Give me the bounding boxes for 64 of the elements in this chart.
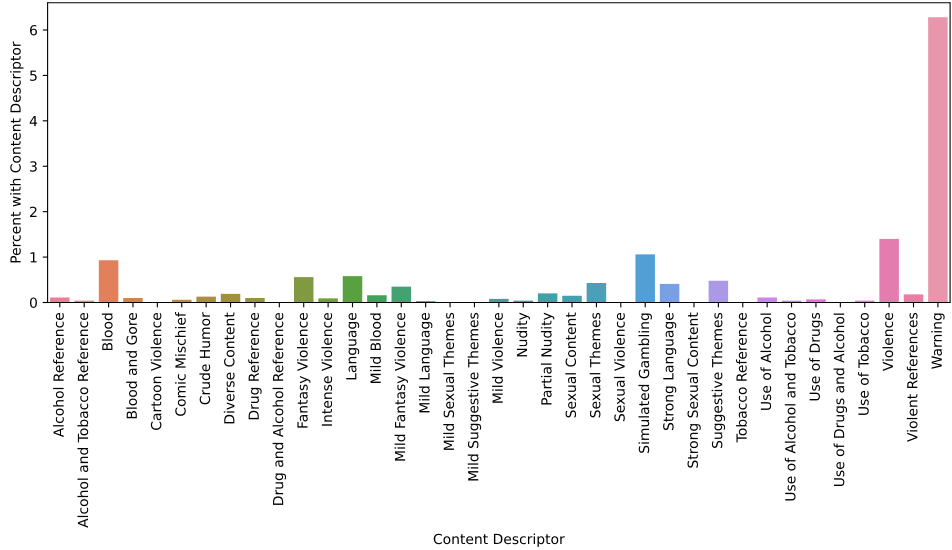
bar	[562, 296, 582, 302]
x-tick-label: Use of Drugs	[809, 312, 823, 400]
y-tick-label: 5	[30, 70, 37, 81]
x-tick-label: Mild Fantasy Violence	[394, 312, 408, 461]
x-tick-label: Sexual Content	[565, 312, 576, 418]
x-tick-label: Mild Language	[418, 312, 432, 412]
bar	[586, 282, 606, 302]
x-tick-label: Intense Violence	[321, 312, 332, 426]
bar	[220, 294, 240, 302]
x-tick-label: Use of Tobacco	[858, 312, 869, 415]
x-tick-label: Mild Violence	[492, 312, 503, 403]
x-tick-label: Crude Humor	[199, 312, 210, 404]
x-tick-label: Sexual Themes	[590, 312, 600, 418]
x-tick-label: Diverse Content	[224, 312, 235, 424]
bar	[635, 254, 655, 302]
x-tick-label: Alcohol Reference	[53, 312, 64, 438]
x-tick-label: Mild Sexual Themes	[443, 312, 454, 450]
y-tick-label: 1	[30, 252, 37, 262]
x-tick-label: Use of Alcohol and Tobacco	[784, 312, 796, 501]
bar	[342, 276, 362, 302]
x-tick-label: Use of Drugs and Alcohol	[834, 314, 848, 486]
x-tick-label: Drug Reference	[248, 312, 262, 420]
x-tick-label: Language	[346, 312, 360, 380]
bar	[904, 294, 924, 302]
bar	[367, 295, 387, 302]
bar	[392, 286, 412, 302]
x-tick-label: Fantasy Violence	[296, 312, 310, 428]
x-tick-label: Blood	[102, 313, 113, 350]
x-tick-label: Violent References	[906, 312, 918, 442]
bar	[294, 277, 314, 302]
x-tick-label: Mild Suggestive Themes	[468, 312, 482, 480]
x-tick-label: Use of Alcohol	[760, 314, 772, 410]
bar	[708, 280, 728, 302]
bar	[879, 238, 899, 302]
x-tick-label: Strong Sexual Content	[687, 312, 701, 468]
y-tick-label: 4	[30, 116, 38, 126]
x-tick-label: Strong Language	[663, 312, 676, 430]
x-tick-label: Drug and Alcohol Reference	[272, 312, 286, 505]
y-tick-label: 3	[30, 161, 37, 172]
x-tick-label: Partial Nudity	[540, 312, 554, 404]
y-axis-title: Percent with Content Descriptor	[10, 41, 24, 262]
bar	[928, 17, 948, 302]
bar	[196, 296, 216, 302]
x-tick-label: Comic Mischief	[175, 312, 186, 416]
x-tick-label: Cartoon Violence	[150, 312, 162, 430]
x-tick-label: Nudity	[516, 312, 530, 356]
x-tick-label: Alcohol and Tobacco Reference	[77, 312, 88, 528]
y-tick-label: 6	[30, 24, 38, 36]
x-tick-label: Simulated Gambling	[638, 313, 652, 453]
x-tick-label: Suggestive Themes	[712, 312, 726, 448]
x-tick-label: Tobacco Reference	[736, 312, 747, 442]
x-tick-label: Violence	[882, 312, 894, 372]
bar	[660, 284, 680, 302]
x-tick-label: Warning	[931, 313, 945, 369]
bar	[98, 260, 118, 302]
x-axis-title: Content Descriptor	[434, 533, 565, 547]
x-tick-label: Blood and Gore	[126, 312, 137, 418]
x-tick-label: Sexual Violence	[614, 312, 625, 422]
x-tick-label: Mild Blood	[370, 313, 381, 383]
bar	[757, 298, 777, 302]
y-tick-label: 2	[30, 206, 36, 217]
y-tick-label: 0	[30, 297, 37, 308]
bar	[50, 298, 70, 302]
bar	[538, 293, 558, 302]
